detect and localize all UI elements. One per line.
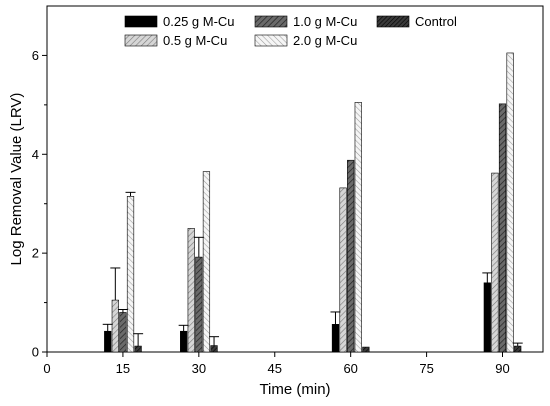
x-axis: 0 15 30 45 60 75 90 [43, 352, 510, 376]
error-bars-layer [102, 191, 523, 347]
x-tick-label-3: 45 [268, 361, 282, 376]
legend-swatch-2 [254, 15, 288, 28]
y-axis: 0 2 4 6 [32, 48, 47, 360]
bar-4-0 [134, 345, 142, 353]
legend-swatch-1 [124, 34, 158, 47]
bar-1-0 [111, 299, 119, 353]
x-tick-label-2: 30 [192, 361, 206, 376]
x-tick-label-0: 0 [43, 361, 50, 376]
legend-label-4: Control [415, 14, 457, 29]
bar-4-1 [210, 345, 218, 353]
legend-label-0: 0.25 g M-Cu [163, 14, 235, 29]
x-tick-label-1: 15 [116, 361, 130, 376]
bar-0-3 [483, 282, 491, 353]
y-tick-label-0: 0 [32, 345, 39, 360]
bar-0-1 [180, 330, 188, 353]
bar-3-0 [126, 196, 135, 353]
y-tick-label-3: 6 [32, 48, 39, 63]
bar-3-2 [354, 102, 362, 353]
bar-1-1 [187, 228, 195, 353]
x-tick-label-4: 60 [343, 361, 357, 376]
bar-1-2 [339, 187, 347, 353]
bar-1-3 [491, 172, 499, 353]
legend-swatch-3 [254, 34, 288, 47]
x-tick-label-6: 90 [495, 361, 509, 376]
bar-4-3 [514, 345, 522, 353]
bar-0-0 [104, 330, 112, 353]
legend: 0.25 g M-Cu 0.5 g M-Cu 1.0 g M-Cu 2.0 g M-C… [124, 14, 457, 48]
x-tick-label-5: 75 [419, 361, 433, 376]
bar-3-3 [506, 52, 514, 353]
bar-0-2 [331, 324, 340, 353]
legend-label-3: 2.0 g M-Cu [293, 33, 357, 48]
legend-label-1: 0.5 g M-Cu [163, 33, 227, 48]
y-tick-label-2: 4 [32, 147, 39, 162]
legend-swatch-4 [376, 15, 410, 28]
bar-2-0 [119, 312, 127, 353]
legend-label-2: 1.0 g M-Cu [293, 14, 357, 29]
bar-2-2 [347, 159, 355, 353]
bar-2-3 [498, 103, 507, 353]
plot-frame [46, 5, 544, 353]
bar-3-1 [202, 171, 211, 353]
bars-layer [104, 52, 522, 353]
x-axis-label: Time (min) [259, 381, 330, 398]
y-tick-label-1: 2 [32, 246, 39, 261]
legend-swatch-0 [124, 15, 158, 28]
bar-4-2 [362, 346, 370, 353]
bar-2-1 [195, 256, 203, 353]
y-axis-label: Log Removal Value (LRV) [8, 93, 25, 266]
